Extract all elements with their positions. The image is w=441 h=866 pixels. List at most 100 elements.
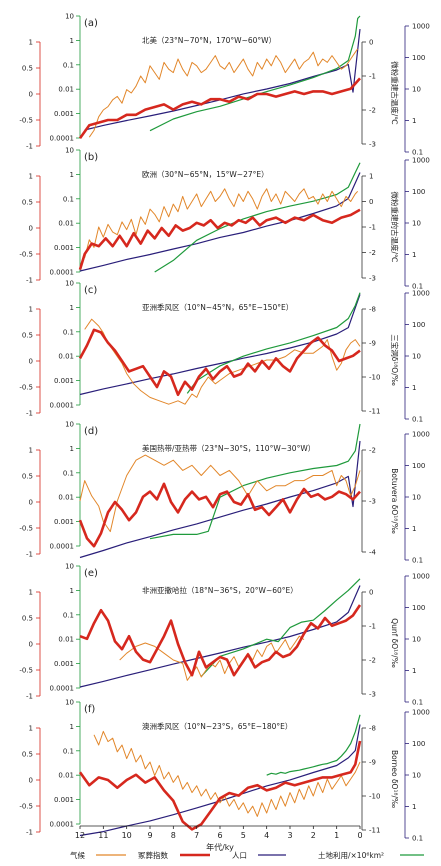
left-axis-label: 0.5 [22, 473, 33, 481]
left-axis-label: -0.5 [19, 251, 33, 259]
climate-axis-label: -3 [369, 141, 376, 149]
series-土地利用 [200, 578, 361, 677]
right-axis-label: 10 [412, 86, 421, 94]
left-axis-label: 0 [29, 91, 33, 99]
left-axis-label: -1 [26, 410, 33, 418]
climate-axis-label: -1 [369, 224, 376, 232]
panel-title: 澳洲季风区（10°N~23°S，65°E~180°E） [142, 721, 292, 731]
legend-label: 气候 [70, 850, 85, 860]
series-气候 [84, 318, 361, 405]
right-axis-label: 1000 [412, 23, 430, 31]
series-气候 [93, 730, 361, 817]
left-axis-label: 0.5 [22, 751, 33, 759]
legend-label: 冢葬指数 [138, 850, 168, 860]
right-axis-label: 1 [412, 251, 416, 259]
series-人口 [79, 440, 361, 559]
climate-axis-title: Botuvera δO¹⁸/‰ [390, 468, 399, 534]
panel-label: (b) [84, 152, 98, 163]
right-axis-label: 100 [412, 54, 425, 62]
x-axis-tick-label: 1 [334, 831, 339, 840]
climate-axis-title: 微粉重建的古温度/℃ [390, 192, 400, 263]
green-axis-label: 0.01 [58, 220, 74, 228]
climate-axis-label: 0 [369, 589, 373, 597]
right-axis-label: 1000 [412, 709, 430, 717]
x-axis-tick-label: 8 [171, 831, 176, 840]
panel-title: 美国热带/亚热带（23°N~30°S，110°W~30°W） [142, 443, 315, 453]
series-冢葬指数 [78, 740, 362, 831]
right-axis-label: 100 [412, 740, 425, 748]
panel-label: (e) [84, 568, 98, 579]
green-axis-label: 0.1 [63, 747, 74, 755]
climate-axis-label: -10 [369, 793, 380, 801]
panel-title: 北美（23°N~70°N，170°W~60°W） [142, 35, 276, 45]
climate-axis-label: -11 [369, 408, 380, 416]
climate-axis-title: 三宝洞δ¹⁸O/‰ [390, 334, 400, 386]
right-axis-label: 1 [412, 525, 416, 533]
panel-1: 1 0.5 0 -0.5 -1 10 1 0.1 0.01 0.001 0.0001 0 -1 -2 -3 微… [19, 13, 430, 157]
green-axis-label: 10 [65, 699, 74, 707]
panel-label: (a) [84, 18, 98, 29]
green-axis-label: 1 [70, 37, 74, 45]
green-axis-label: 0.001 [54, 796, 74, 804]
right-axis-label: 0.1 [412, 557, 423, 565]
green-axis-label: 1 [70, 723, 74, 731]
x-axis-title: 年代/ky [206, 842, 234, 852]
x-axis-tick-label: 3 [287, 831, 292, 840]
series-气候 [88, 48, 359, 138]
x-axis-tick-label: 4 [264, 831, 269, 840]
climate-axis-label: -1 [369, 73, 376, 81]
left-axis-label: -1 [26, 277, 33, 285]
climate-axis-label: -8 [369, 306, 376, 314]
climate-axis-label: -1 [369, 623, 376, 631]
climate-axis-label: -3 [369, 275, 376, 283]
panel-label: (c) [84, 285, 97, 296]
climate-axis-title: Borneo δO¹⁸/‰ [390, 750, 399, 808]
series-土地利用 [266, 714, 361, 776]
right-axis-label: 1000 [412, 290, 430, 298]
green-axis-label: 0.0001 [50, 543, 75, 551]
x-axis-tick-label: 10 [122, 831, 132, 840]
green-axis-label: 0.01 [58, 772, 74, 780]
green-axis-label: 0.001 [54, 518, 74, 526]
green-axis-label: 0.001 [54, 110, 74, 118]
climate-axis-title: Qunf δO¹⁸/‰ [390, 618, 399, 668]
green-axis-label: 0.01 [58, 636, 74, 644]
left-axis-label: 1 [29, 447, 33, 455]
climate-axis-label: -2 [369, 249, 376, 257]
left-axis-label: 0.5 [22, 332, 33, 340]
right-axis-label: 0.1 [412, 416, 423, 424]
right-axis-label: 10 [412, 220, 421, 228]
right-axis-label: 1 [412, 667, 416, 675]
series-冢葬指数 [78, 77, 361, 139]
legend-label: 人口 [232, 851, 247, 860]
x-axis-tick-label: 2 [311, 831, 316, 840]
series-气候 [79, 454, 361, 533]
green-axis-label: 0.01 [58, 353, 74, 361]
left-axis-label: 1 [29, 39, 33, 47]
left-axis-label: -1 [26, 143, 33, 151]
climate-axis-title: 微粉重建古温度/℃ [390, 61, 400, 124]
climate-axis-label: -4 [369, 549, 377, 557]
x-axis-tick-label: 7 [194, 831, 199, 840]
x-axis-tick-label: 12 [75, 831, 85, 840]
panel-3: 1 0.5 0 -0.5 -1 10 1 0.1 0.01 0.001 0.0001 -8 -9 -10 -… [19, 280, 430, 424]
right-axis-label: 0.1 [412, 699, 423, 707]
series-冢葬指数 [79, 604, 362, 677]
series-土地利用 [154, 162, 361, 273]
right-axis-label: 100 [412, 188, 425, 196]
green-axis-label: 0.0001 [50, 685, 75, 693]
right-axis-label: 1 [412, 803, 416, 811]
series-气候 [119, 635, 305, 681]
series-冢葬指数 [78, 208, 361, 270]
climate-axis-label: -3 [369, 498, 376, 506]
green-axis-label: 0.1 [63, 328, 74, 336]
green-axis-label: 1 [70, 304, 74, 312]
right-axis-label: 10 [412, 636, 421, 644]
panel-label: (f) [84, 704, 95, 715]
climate-axis-label: -3 [369, 691, 376, 699]
right-axis-label: 1000 [412, 431, 430, 439]
x-axis-tick-label: 0 [357, 831, 362, 840]
series-人口 [79, 172, 361, 272]
left-axis-label: -0.5 [19, 667, 33, 675]
